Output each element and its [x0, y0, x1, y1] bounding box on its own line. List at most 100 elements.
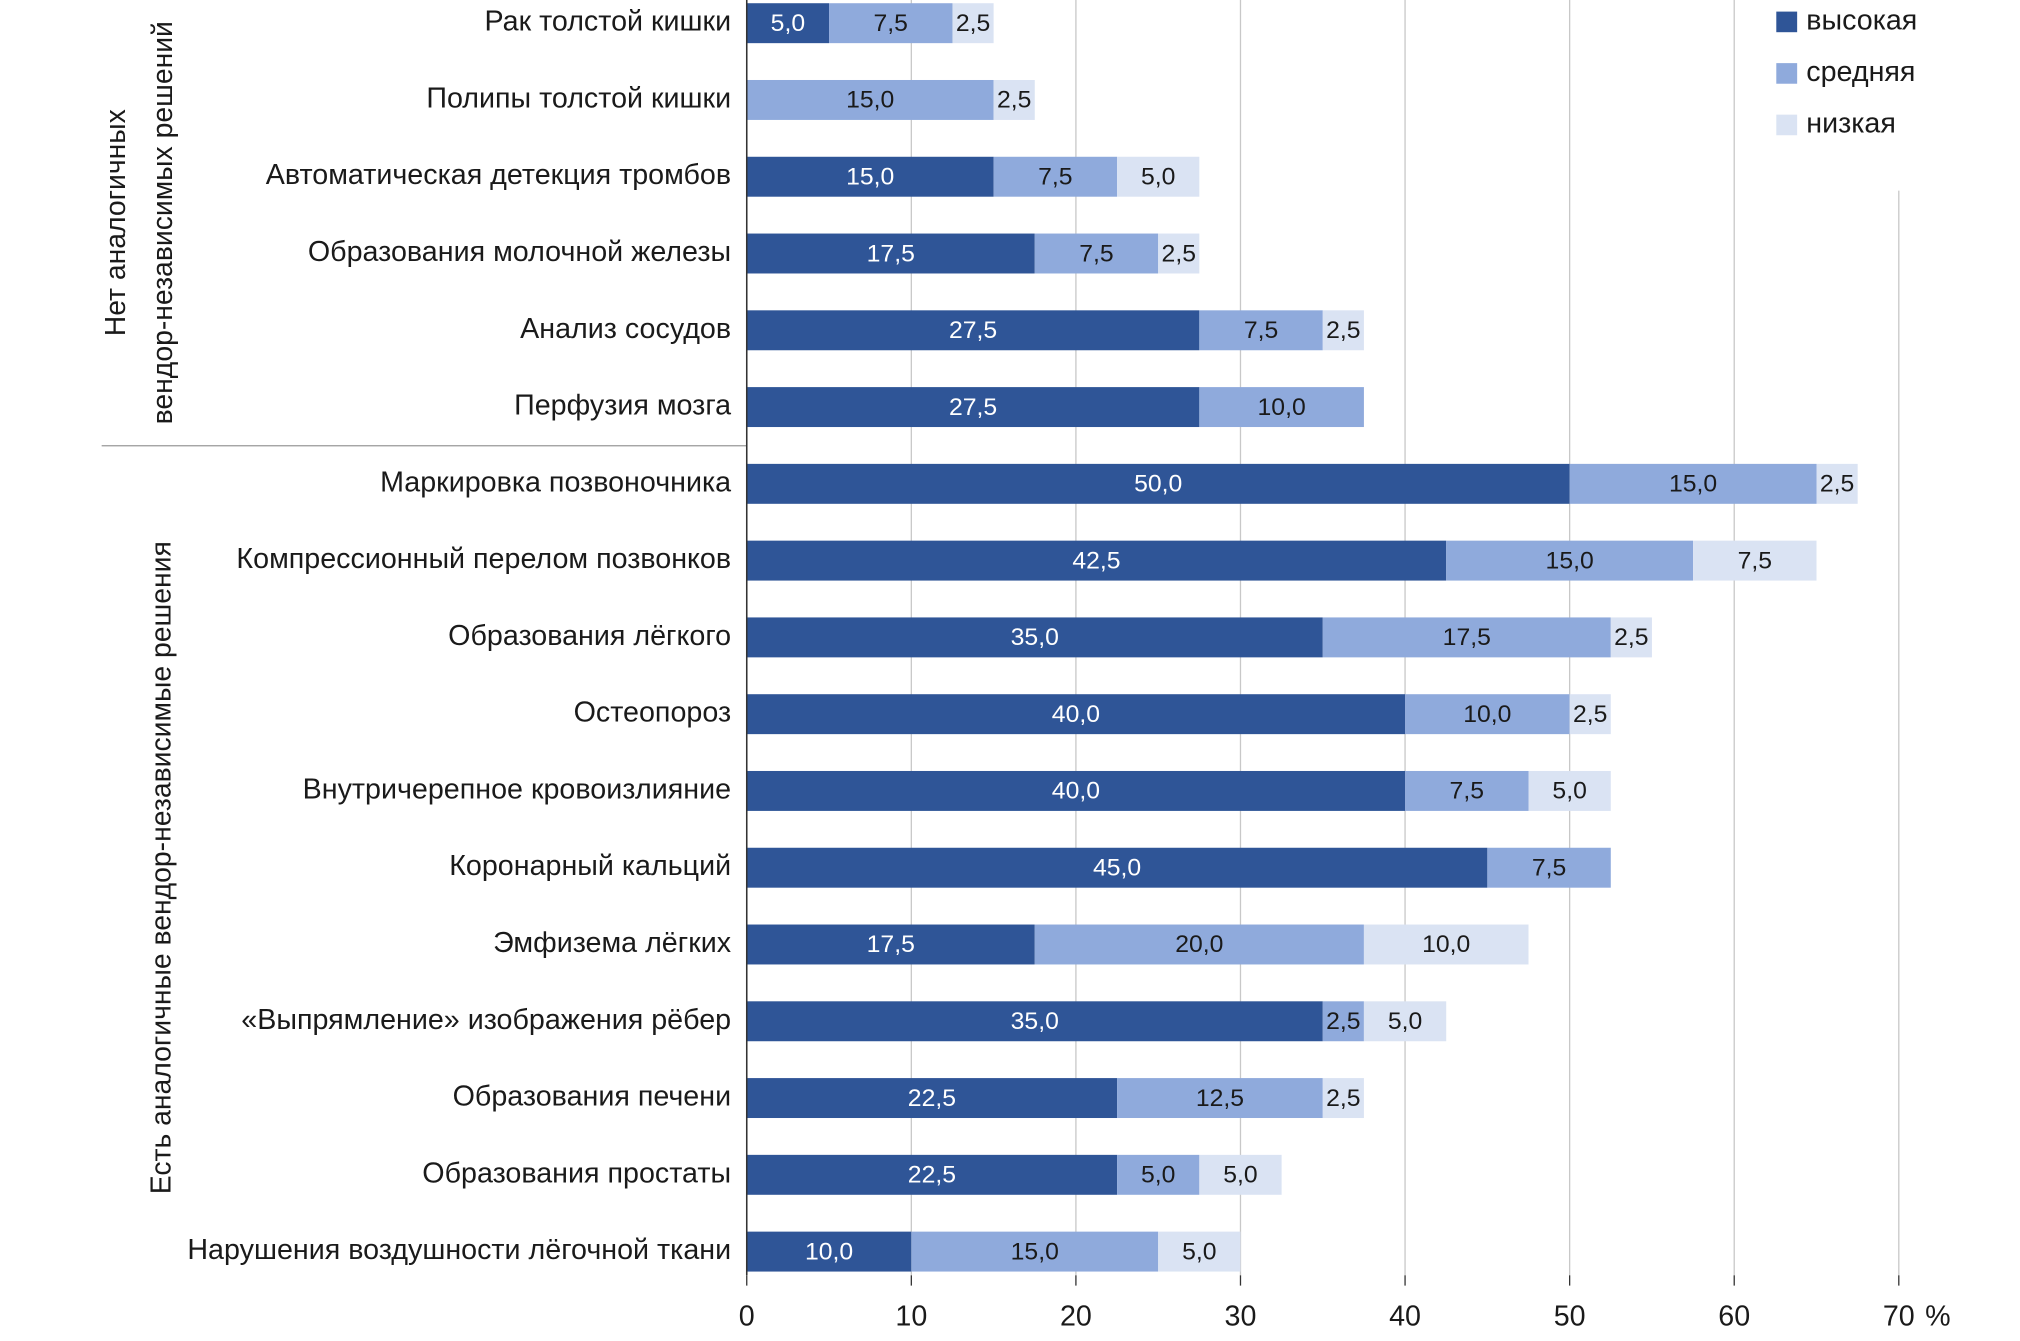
value-label: 15,0 — [1669, 471, 1717, 498]
legend-swatch — [1776, 63, 1798, 84]
bar-segment — [746, 233, 1035, 274]
group-label: вендор-независимых решений — [147, 21, 179, 424]
y-tick-label: Автоматическая детекция тромбов — [266, 159, 731, 191]
value-label: 15,0 — [1011, 1238, 1059, 1265]
bar-segment — [746, 770, 1406, 811]
y-tick-label: Остеопороз — [574, 697, 732, 729]
value-label: 5,0 — [1223, 1162, 1257, 1189]
bar-segment — [1322, 1078, 1364, 1119]
bar-segment — [1405, 770, 1529, 811]
value-label: 27,5 — [949, 394, 997, 421]
y-tick-label: «Выпрямление» изображения рёбер — [241, 1004, 731, 1036]
bar-segment — [1034, 233, 1159, 274]
x-tick-label: 10 — [895, 1300, 927, 1332]
value-label: 7,5 — [1450, 778, 1484, 805]
bar-segment — [746, 1154, 1118, 1195]
y-tick-label: Рак толстой кишки — [484, 6, 731, 38]
bar-segment — [746, 1001, 1323, 1042]
y-tick-label: Коронарный кальций — [449, 850, 731, 882]
value-label: 5,0 — [1182, 1238, 1216, 1265]
value-label: 2,5 — [1326, 317, 1360, 344]
y-tick-label: Перфузия мозга — [514, 390, 731, 422]
y-tick-label: Образования печени — [453, 1081, 731, 1113]
y-tick-label: Образования простаты — [422, 1157, 731, 1189]
y-tick-label: Маркировка позвоночника — [380, 466, 731, 498]
value-label: 17,5 — [867, 240, 915, 267]
bar-segment — [746, 924, 1035, 965]
x-tick-label: 20 — [1060, 1300, 1092, 1332]
y-tick-label: Анализ сосудов — [520, 313, 731, 345]
group-label: Нет аналогичных — [100, 109, 132, 336]
value-label: 2,5 — [956, 10, 990, 37]
bar-segment — [746, 1231, 912, 1272]
value-label: 12,5 — [1196, 1085, 1244, 1112]
bar-segment — [1487, 847, 1611, 888]
value-label: 2,5 — [1162, 240, 1196, 267]
bar-segment — [1117, 1078, 1323, 1119]
bar-segment — [1363, 1001, 1447, 1042]
bar-segment — [1117, 1154, 1200, 1195]
bar-segment — [746, 694, 1406, 735]
bar-segment — [746, 310, 1200, 351]
value-label: 15,0 — [1546, 547, 1594, 574]
x-tick-label: 60 — [1718, 1300, 1750, 1332]
value-label: 15,0 — [846, 87, 894, 114]
bar-segment — [1199, 1154, 1282, 1195]
x-tick-label: 0 — [739, 1300, 755, 1332]
value-label: 17,5 — [867, 931, 915, 958]
value-label: 5,0 — [1388, 1008, 1422, 1035]
bar-segment — [1158, 1231, 1241, 1272]
value-label: 7,5 — [874, 10, 908, 37]
value-label: 7,5 — [1244, 317, 1278, 344]
legend-label: высокая — [1806, 5, 1917, 37]
value-label: 2,5 — [1573, 701, 1607, 728]
group-label: Есть аналогичные вендор-независимые реше… — [145, 541, 177, 1194]
bar-segment — [1322, 617, 1611, 658]
value-label: 15,0 — [846, 164, 894, 191]
value-label: 10,0 — [1422, 931, 1470, 958]
legend-swatch — [1776, 114, 1798, 136]
legend-label: средняя — [1806, 56, 1915, 88]
y-tick-label: Образования молочной железы — [308, 236, 731, 268]
bar-segment — [1816, 463, 1858, 504]
bar-segment — [1158, 233, 1200, 274]
bar-segment — [993, 79, 1035, 120]
bar-segment — [746, 79, 994, 120]
value-label: 2,5 — [1326, 1085, 1360, 1112]
bar-segment — [1693, 540, 1817, 581]
value-label: 20,0 — [1175, 931, 1223, 958]
bar-segment — [829, 3, 953, 44]
value-label: 7,5 — [1079, 240, 1113, 267]
value-label: 27,5 — [949, 317, 997, 344]
x-unit: % — [1925, 1300, 1950, 1332]
value-label: 10,0 — [1463, 701, 1511, 728]
value-label: 22,5 — [908, 1162, 956, 1189]
bar-segment — [746, 387, 1200, 428]
value-label: 5,0 — [1552, 778, 1586, 805]
y-tick-label: Полипы толстой кишки — [426, 83, 731, 115]
x-tick-label: 30 — [1225, 1300, 1257, 1332]
y-tick-label: Внутричерепное кровоизлияние — [303, 774, 731, 806]
value-label: 35,0 — [1011, 1008, 1059, 1035]
bar-segment — [746, 463, 1570, 504]
bar-segment — [1117, 156, 1200, 197]
bar-segment — [952, 3, 994, 44]
bar-segment — [746, 617, 1323, 658]
value-label: 42,5 — [1072, 547, 1120, 574]
x-tick-label: 40 — [1389, 1300, 1421, 1332]
value-label: 5,0 — [1141, 1162, 1175, 1189]
bar-segment — [1322, 310, 1364, 351]
value-label: 5,0 — [1141, 164, 1175, 191]
value-label: 2,5 — [1820, 471, 1854, 498]
value-label: 5,0 — [771, 10, 805, 37]
bar-segment — [746, 847, 1488, 888]
bar-segment — [1569, 463, 1817, 504]
value-label: 2,5 — [1614, 624, 1648, 651]
bar-segment — [1405, 694, 1570, 735]
value-label: 10,0 — [805, 1238, 853, 1265]
bar-segment — [993, 156, 1118, 197]
bar-segment — [1363, 924, 1529, 965]
bar-segment — [746, 156, 994, 197]
